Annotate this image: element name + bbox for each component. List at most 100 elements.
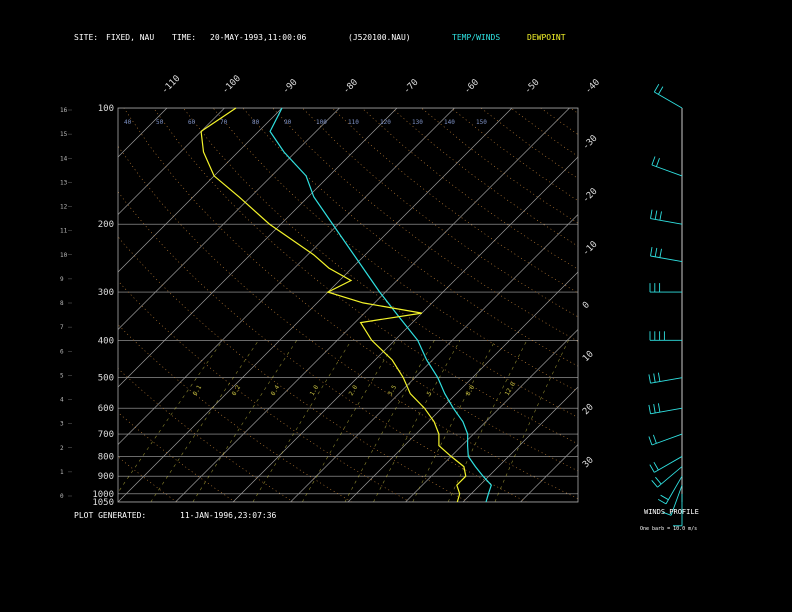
wind-barb-feather	[655, 476, 662, 485]
file-id: (J520100.NAU)	[348, 33, 411, 42]
isotherm-line	[118, 108, 398, 388]
height-tick-label: 6	[60, 348, 64, 355]
mixing-ratio-line	[447, 340, 528, 502]
pressure-tick-label: 900	[98, 472, 114, 482]
wind-barb-feather	[648, 436, 653, 446]
theta-label: 150	[476, 119, 487, 126]
mixing-ratio-line	[344, 340, 435, 502]
top-temp-tick-label: -90	[281, 78, 300, 97]
mixing-ratio-label: 1.0	[309, 384, 321, 397]
top-temp-tick-label: -110	[160, 74, 182, 96]
time-label: TIME:	[172, 33, 196, 42]
dry-adiabat-line	[421, 108, 578, 224]
height-tick-label: 3	[60, 421, 64, 428]
pressure-tick-label: 200	[98, 220, 114, 230]
dry-adiabat-line	[118, 324, 352, 502]
winds-profile	[648, 83, 683, 527]
top-temp-tick-label: -50	[523, 78, 542, 97]
dry-adiabat-line	[451, 108, 578, 202]
mixing-ratio-label: 0.4	[270, 384, 282, 397]
theta-label: 80	[252, 119, 260, 126]
wind-barb-feather	[659, 248, 662, 258]
height-tick-label: 13	[60, 179, 68, 186]
right-temp-tick-label: -30	[581, 134, 600, 153]
mixing-ratio-label: 0.1	[192, 384, 204, 397]
mixing-ratio-label: 8.0	[465, 384, 477, 397]
mixing-ratio-line	[373, 340, 461, 502]
wind-barb-staff	[670, 485, 683, 516]
isotherm-line	[118, 108, 513, 502]
height-tick-label: 0	[60, 493, 64, 500]
wind-barb-staff	[650, 255, 683, 262]
wind-barb-staff	[651, 164, 683, 177]
dry-adiabat-line	[272, 108, 578, 342]
wind-barb-feather	[657, 499, 667, 505]
isotherm-line	[405, 329, 578, 502]
wind-barb-feather	[658, 86, 664, 95]
winds-profile-scale: One barb = 10.0 m/s	[640, 526, 697, 532]
top-temp-tick-label: -70	[402, 78, 421, 97]
theta-label: 50	[156, 119, 164, 126]
wind-barb-feather	[662, 511, 672, 516]
wind-barb-feather	[659, 211, 662, 221]
dry-adiabat-line	[361, 108, 578, 270]
isotherm-line	[118, 108, 168, 158]
dry-adiabat-line	[391, 108, 578, 247]
height-tick-label: 4	[60, 397, 64, 404]
pressure-tick-label: 300	[98, 288, 114, 298]
dry-adiabat-line	[153, 108, 578, 445]
height-tick-label: 5	[60, 372, 64, 379]
height-tick-label: 2	[60, 445, 64, 452]
site-label: SITE:	[74, 33, 98, 42]
wind-barb-feather	[654, 247, 658, 257]
top-temp-tick-label: -80	[342, 78, 361, 97]
plot-generated-label: PLOT GENERATED:	[74, 511, 146, 520]
isotherm-line	[462, 386, 578, 502]
wind-barb-feather	[660, 494, 669, 501]
top-temp-tick-label: -40	[584, 78, 603, 97]
mixing-ratio-line	[192, 340, 298, 502]
theta-label: 90	[284, 119, 292, 126]
theta-label: 40	[124, 119, 132, 126]
wind-barb-staff	[657, 466, 683, 488]
height-tick-label: 7	[60, 324, 64, 331]
wind-barb-feather	[653, 461, 659, 471]
height-tick-label: 9	[60, 276, 64, 283]
dry-adiabat-line	[242, 108, 578, 367]
dry-adiabat-line	[212, 108, 578, 392]
wind-barb-staff	[654, 456, 683, 473]
dry-adiabat-line	[118, 191, 527, 502]
wind-barb-feather	[648, 404, 651, 414]
wind-barb-feather	[654, 210, 658, 220]
isotherm-line	[118, 108, 455, 445]
mixing-ratio-line	[118, 340, 224, 494]
right-temp-tick-label: -10	[581, 240, 600, 259]
wind-barb-feather	[653, 373, 656, 383]
pressure-tick-label: 600	[98, 404, 114, 414]
wind-barb-staff	[650, 407, 683, 415]
dry-adiabat-line	[689, 108, 792, 502]
pressure-tick-label: 100	[98, 104, 114, 114]
pressure-tick-label: 700	[98, 430, 114, 440]
isotherm-line	[118, 108, 225, 215]
height-tick-label: 1	[60, 469, 64, 476]
site-value: FIXED, NAU	[106, 33, 154, 42]
dry-adiabat-line	[630, 108, 792, 502]
dry-adiabat-line	[123, 108, 578, 472]
theta-label: 130	[412, 119, 423, 126]
theta-label: 100	[316, 119, 327, 126]
wind-barb-feather	[651, 480, 658, 488]
legend-temp: TEMP/WINDS	[452, 33, 500, 42]
top-temp-tick-label: -60	[463, 78, 482, 97]
wind-barb-feather	[652, 434, 657, 444]
dry-adiabat-line	[719, 108, 792, 502]
dry-adiabat-line	[570, 108, 578, 114]
mixing-ratio-line	[150, 340, 259, 502]
isotherm-line	[118, 108, 283, 273]
pressure-tick-label: 400	[98, 336, 114, 346]
wind-barb-staff	[650, 377, 683, 384]
dry-adiabat-line	[480, 108, 578, 179]
mixing-ratio-label: 0.2	[231, 384, 243, 397]
wind-barb-staff	[654, 91, 683, 109]
